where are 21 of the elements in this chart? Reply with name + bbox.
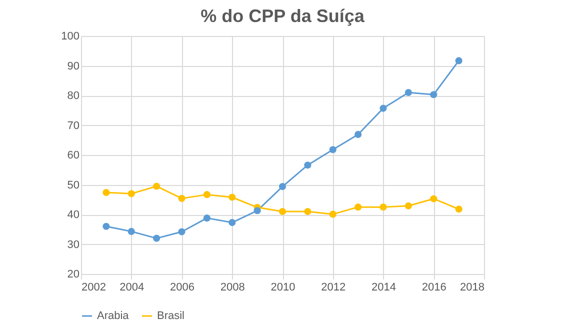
legend-label: Arabia <box>97 310 130 322</box>
x-tick-label: 2018 <box>460 282 484 294</box>
x-tick-label: 2016 <box>422 282 446 294</box>
x-tick-label: 2012 <box>321 282 346 294</box>
y-tick-label: 40 <box>67 209 80 221</box>
y-tick-label: 70 <box>67 120 80 132</box>
y-tick-label: 20 <box>67 268 80 280</box>
y-tick-label: 50 <box>67 179 80 192</box>
y-tick-label: 30 <box>67 238 80 251</box>
y-tick-label: 100 <box>61 30 80 42</box>
y-tick-label: 80 <box>67 90 80 102</box>
x-tick-label: 2006 <box>170 282 194 294</box>
x-tick-label: 2004 <box>120 282 144 294</box>
y-tick-label: 90 <box>67 60 80 72</box>
chart-title: % do CPP da Suíça <box>200 6 366 26</box>
x-tick-label: 2010 <box>270 282 296 294</box>
y-tick-label: 60 <box>67 150 80 162</box>
x-tick-label: 2014 <box>372 282 396 294</box>
x-tick-label: 2008 <box>220 282 245 294</box>
x-tick-label: 2002 <box>82 282 106 294</box>
legend-label: Brasil <box>157 310 185 322</box>
